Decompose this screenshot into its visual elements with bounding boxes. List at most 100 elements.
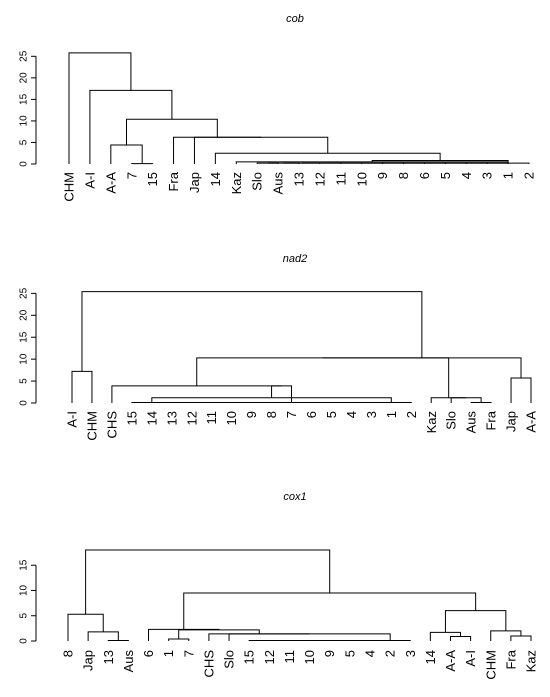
leaf-label: Slo bbox=[250, 172, 265, 191]
leaf-label: CHM bbox=[62, 172, 77, 202]
leaf-label: Kaz bbox=[229, 172, 244, 194]
leaf-label: 11 bbox=[204, 411, 219, 425]
leaf-label: 7 bbox=[284, 411, 299, 418]
y-tick-label: 5 bbox=[19, 378, 30, 384]
leaf-label: 15 bbox=[145, 172, 160, 186]
dendrogram-link bbox=[208, 633, 310, 641]
y-tick-label: 5 bbox=[19, 613, 30, 619]
leaf-label: 2 bbox=[404, 411, 419, 418]
leaf-label: 14 bbox=[144, 411, 159, 425]
dendrogram-link bbox=[193, 136, 329, 164]
dendrogram-link bbox=[430, 397, 467, 403]
leaf-label: 12 bbox=[184, 411, 199, 425]
leaf-label: 14 bbox=[208, 172, 223, 186]
dendrogram-link bbox=[68, 52, 132, 164]
leaf-label: Kaz bbox=[424, 411, 439, 433]
leaf-label: 7 bbox=[181, 650, 196, 657]
y-tick-label: 20 bbox=[19, 72, 30, 84]
chart-title: cox1 bbox=[283, 491, 306, 503]
y-tick-label: 15 bbox=[19, 331, 30, 343]
leaf-label: 5 bbox=[342, 650, 357, 657]
y-tick-label: 0 bbox=[19, 400, 30, 406]
y-tick-label: 20 bbox=[19, 309, 30, 321]
leaf-label: 2 bbox=[522, 172, 537, 179]
leaf-label: 2 bbox=[383, 650, 398, 657]
leaf-label: 1 bbox=[384, 411, 399, 418]
leaf-label: 15 bbox=[242, 650, 257, 664]
dendrogram-link bbox=[322, 357, 522, 379]
leaf-label: 5 bbox=[324, 411, 339, 418]
y-tick-label: 5 bbox=[19, 139, 30, 145]
y-tick-label: 25 bbox=[19, 50, 30, 62]
leaf-label: 8 bbox=[396, 172, 411, 179]
leaf-label: Fra bbox=[166, 171, 181, 191]
leaf-label: 3 bbox=[480, 172, 495, 179]
leaf-label: A-I bbox=[82, 172, 97, 189]
leaf-label: Slo bbox=[444, 411, 459, 430]
leaf-label: 5 bbox=[438, 172, 453, 179]
leaf-label: 7 bbox=[124, 172, 139, 179]
dendrogram-link bbox=[510, 377, 532, 403]
leaf-label: 3 bbox=[403, 650, 418, 657]
dendrogram-link bbox=[271, 385, 293, 403]
dendrogram-link bbox=[71, 370, 93, 403]
dendrogram-link bbox=[214, 152, 441, 164]
leaf-label: CHM bbox=[85, 411, 100, 441]
y-tick-label: 15 bbox=[19, 93, 30, 105]
leaf-label: A-A bbox=[443, 650, 458, 672]
leaf-label: 13 bbox=[164, 411, 179, 425]
leaf-label: Jap bbox=[81, 650, 96, 671]
dendrogram-link bbox=[228, 633, 391, 641]
leaf-label: 8 bbox=[264, 411, 279, 418]
leaf-label: CHS bbox=[104, 411, 119, 439]
dendrogram-link bbox=[107, 639, 129, 641]
leaf-label: Aus bbox=[121, 650, 136, 673]
leaf-label: 3 bbox=[364, 411, 379, 418]
leaf-label: 10 bbox=[224, 411, 239, 425]
dendrogram-link bbox=[173, 136, 262, 164]
chart-title: nad2 bbox=[283, 253, 307, 265]
leaf-label: A-I bbox=[463, 650, 478, 667]
leaf-label: 9 bbox=[244, 411, 259, 418]
dendrogram-link bbox=[510, 635, 532, 641]
leaf-label: 4 bbox=[459, 172, 474, 179]
leaf-label: 15 bbox=[124, 411, 139, 425]
leaf-label: 13 bbox=[292, 172, 307, 186]
dendrogram-link bbox=[444, 610, 507, 633]
leaf-label: 8 bbox=[61, 650, 76, 657]
leaf-label: CHM bbox=[483, 650, 498, 680]
leaf-label: 6 bbox=[304, 411, 319, 418]
y-tick-label: 25 bbox=[19, 287, 30, 299]
leaf-label: 12 bbox=[312, 172, 327, 186]
leaf-label: 9 bbox=[375, 172, 390, 179]
leaf-label: 6 bbox=[141, 650, 156, 657]
dendrogram-link bbox=[183, 592, 477, 630]
leaf-label: 11 bbox=[333, 172, 348, 186]
dendrogram-link bbox=[110, 144, 143, 164]
y-tick-label: 0 bbox=[19, 638, 30, 644]
leaf-label: Jap bbox=[187, 172, 202, 193]
leaf-label: 10 bbox=[354, 172, 369, 186]
dendrogram-link bbox=[196, 357, 450, 398]
dendrogram-link bbox=[87, 631, 119, 641]
leaf-label: A-A bbox=[524, 411, 539, 433]
chart-title: cob bbox=[286, 13, 304, 25]
leaf-label: Jap bbox=[504, 411, 519, 432]
leaf-label: CHS bbox=[201, 650, 216, 678]
dendrogram-link bbox=[111, 385, 282, 403]
leaf-label: 1 bbox=[161, 650, 176, 657]
leaf-label: 1 bbox=[501, 172, 516, 179]
leaf-label: 6 bbox=[417, 172, 432, 179]
leaf-label: A-A bbox=[103, 172, 118, 194]
y-tick-label: 10 bbox=[19, 584, 30, 596]
y-tick-label: 0 bbox=[19, 161, 30, 167]
dendrogram-link bbox=[89, 89, 173, 164]
y-tick-label: 15 bbox=[19, 559, 30, 571]
dendrogram-link bbox=[168, 638, 190, 641]
dendrogram-link bbox=[67, 613, 104, 641]
dendrogram-link bbox=[85, 549, 331, 615]
leaf-label: 4 bbox=[363, 650, 378, 657]
